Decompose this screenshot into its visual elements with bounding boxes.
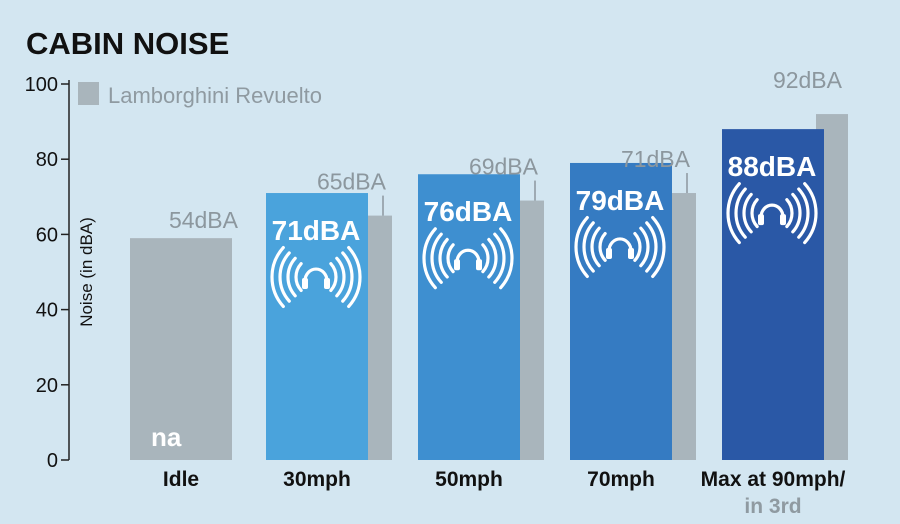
main-value-label: 79dBA	[576, 185, 665, 216]
comparison-value-label: 71dBA	[621, 146, 691, 172]
bar-group: 54dBA na	[130, 207, 239, 460]
x-tick-note: in 3rd	[744, 495, 801, 518]
comparison-value-label: 65dBA	[317, 169, 387, 195]
x-tick-label: Max at 90mph/	[701, 468, 846, 491]
y-tick-label: 100	[25, 74, 58, 96]
headphones-sound-icon	[574, 215, 666, 279]
y-axis-label: Noise (in dBA)	[77, 217, 96, 327]
comparison-value-label: 92dBA	[773, 67, 843, 93]
chart-title: CABIN NOISE	[26, 26, 229, 61]
bars: 54dBA na 65dBA 71dBA 69dBA 76dBA 71dBA 79dBA 92d…	[130, 67, 848, 461]
main-bar	[130, 238, 232, 460]
y-tick-label: 0	[47, 450, 58, 472]
x-axis-labels: Idle 30mph 50mph 70mph Max at 90mph/in 3rd	[163, 468, 846, 518]
main-value-label: 88dBA	[728, 151, 817, 182]
main-value-label: na	[151, 422, 182, 452]
main-bar	[570, 162, 672, 460]
bar-group: 92dBA 88dBA	[722, 67, 848, 460]
y-tick-label: 20	[36, 375, 58, 397]
main-value-label: 71dBA	[272, 215, 361, 246]
main-bar	[418, 174, 520, 461]
legend-label: Lamborghini Revuelto	[108, 83, 322, 108]
y-tick-label: 80	[36, 149, 58, 171]
main-bar	[266, 193, 368, 461]
legend-swatch	[78, 82, 99, 105]
comparison-value-label: 69dBA	[469, 154, 539, 180]
y-tick-label: 60	[36, 224, 58, 246]
x-tick-label: 70mph	[587, 468, 655, 491]
y-tick-label: 40	[36, 300, 58, 322]
x-tick-label: 50mph	[435, 468, 503, 491]
headphones-sound-icon	[422, 227, 514, 290]
headphones-sound-icon	[270, 245, 362, 309]
x-tick-label: Idle	[163, 468, 199, 491]
headphones-sound-icon	[726, 182, 818, 245]
bar-group: 69dBA 76dBA	[418, 154, 544, 461]
legend: Lamborghini Revuelto	[78, 82, 322, 108]
bar-group: 65dBA 71dBA	[266, 169, 392, 461]
comparison-value-label: 54dBA	[169, 207, 239, 233]
x-tick-label: 30mph	[283, 468, 351, 491]
y-axis: 0 20 40 60 80 100	[25, 74, 70, 472]
bar-group: 71dBA 79dBA	[570, 146, 696, 461]
main-value-label: 76dBA	[424, 196, 513, 227]
